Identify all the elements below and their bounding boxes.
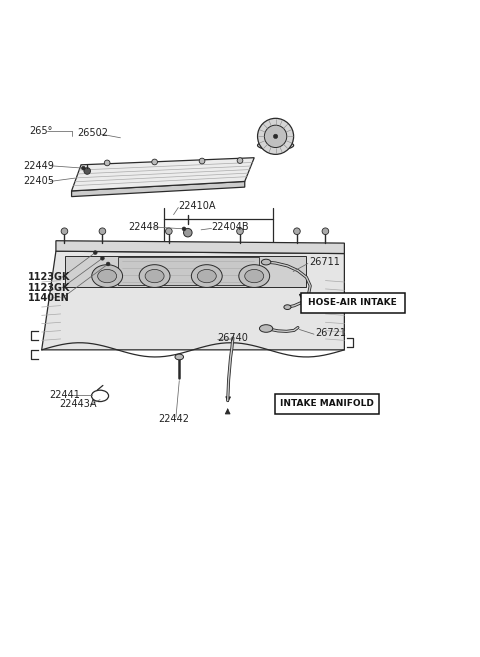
Circle shape	[106, 262, 110, 266]
Circle shape	[166, 228, 172, 235]
Circle shape	[237, 158, 243, 164]
Text: 22441: 22441	[49, 390, 80, 400]
Circle shape	[294, 228, 300, 235]
Ellipse shape	[192, 265, 222, 288]
Ellipse shape	[145, 269, 164, 283]
Ellipse shape	[258, 141, 294, 150]
Circle shape	[99, 228, 106, 235]
Ellipse shape	[245, 269, 264, 283]
Polygon shape	[118, 258, 259, 285]
FancyBboxPatch shape	[275, 394, 379, 414]
Circle shape	[152, 159, 157, 165]
Text: 22405: 22405	[23, 177, 54, 187]
Circle shape	[100, 256, 104, 260]
Ellipse shape	[97, 269, 117, 283]
Text: 1140EN: 1140EN	[27, 293, 69, 303]
Circle shape	[264, 125, 287, 148]
Ellipse shape	[284, 305, 291, 309]
Circle shape	[182, 227, 186, 231]
Text: 26740: 26740	[218, 333, 249, 343]
Circle shape	[237, 228, 243, 235]
Text: 22410A: 22410A	[179, 201, 216, 211]
Circle shape	[258, 118, 294, 154]
Polygon shape	[72, 158, 254, 191]
Text: 265°: 265°	[29, 125, 52, 135]
Ellipse shape	[260, 325, 273, 332]
Polygon shape	[42, 251, 344, 350]
Text: 26721: 26721	[315, 328, 346, 338]
Text: 1123GK: 1123GK	[27, 283, 70, 293]
Circle shape	[274, 134, 278, 139]
Circle shape	[199, 158, 205, 164]
Text: 22404B: 22404B	[212, 222, 249, 232]
Circle shape	[82, 166, 85, 170]
Text: 22443A: 22443A	[59, 399, 96, 409]
Text: HOSE-AIR INTAKE: HOSE-AIR INTAKE	[308, 298, 397, 307]
Ellipse shape	[261, 260, 271, 265]
Ellipse shape	[92, 265, 122, 288]
Polygon shape	[56, 240, 344, 254]
Ellipse shape	[139, 265, 170, 288]
Text: 22442: 22442	[158, 414, 190, 424]
Circle shape	[322, 228, 329, 235]
Text: INTAKE MANIFOLD: INTAKE MANIFOLD	[280, 399, 373, 409]
FancyBboxPatch shape	[301, 293, 405, 313]
Text: 22448: 22448	[129, 222, 159, 232]
Ellipse shape	[175, 354, 183, 360]
Ellipse shape	[239, 265, 270, 288]
Text: 1123GK: 1123GK	[27, 272, 70, 283]
Text: 26502: 26502	[78, 128, 109, 138]
Circle shape	[104, 160, 110, 166]
Circle shape	[94, 251, 97, 254]
Circle shape	[84, 168, 91, 174]
Ellipse shape	[197, 269, 216, 283]
Polygon shape	[65, 256, 306, 286]
Text: 26711: 26711	[309, 257, 340, 267]
Circle shape	[183, 229, 192, 237]
Polygon shape	[72, 181, 245, 196]
Circle shape	[61, 228, 68, 235]
Text: 22449: 22449	[23, 161, 54, 171]
